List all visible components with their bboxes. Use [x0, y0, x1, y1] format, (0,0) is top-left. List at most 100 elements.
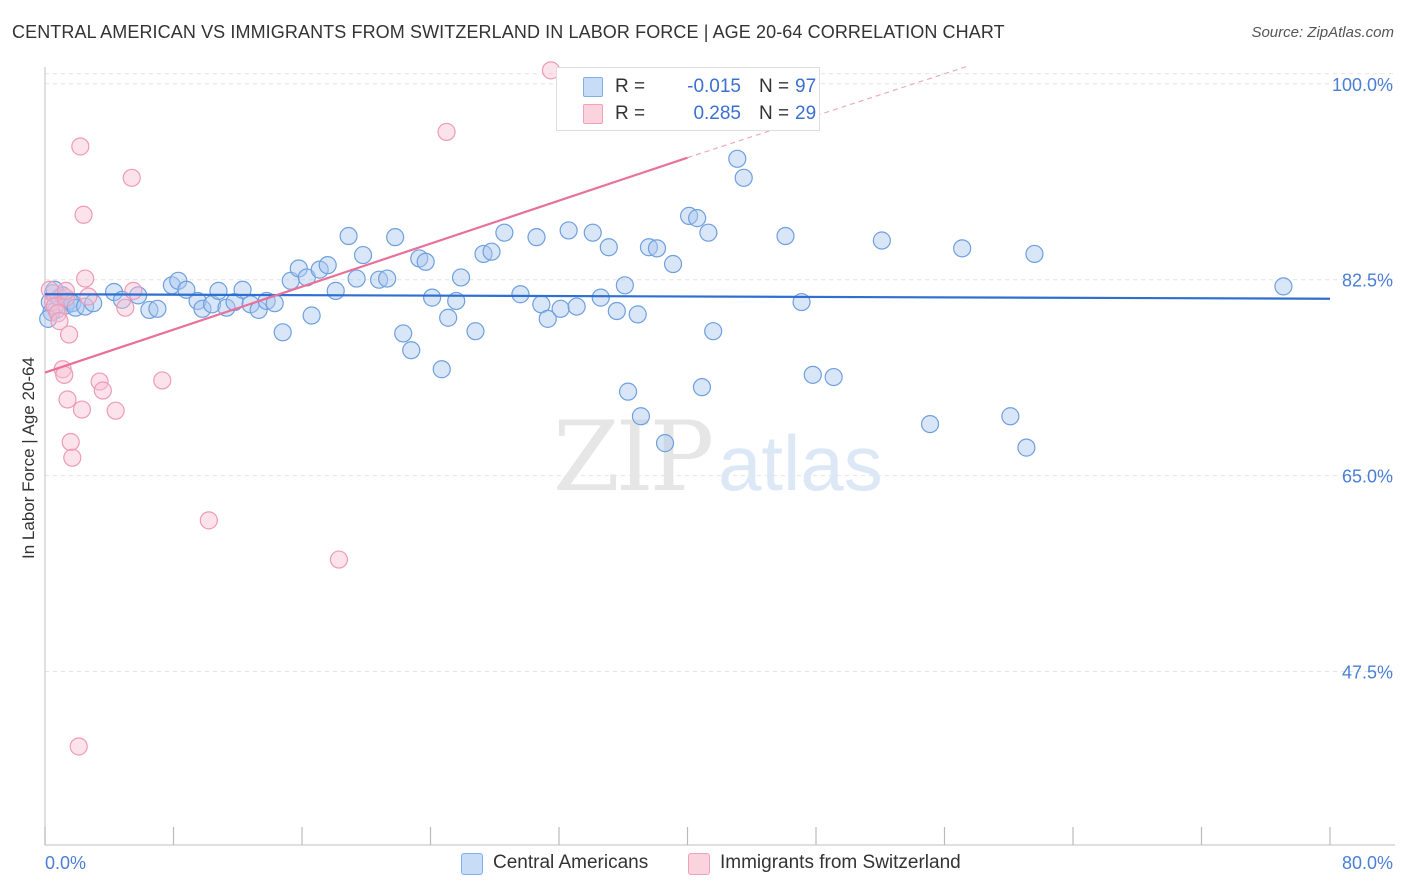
- point-central-americans: [148, 299, 167, 318]
- point-switzerland: [76, 269, 95, 288]
- point-central-americans: [824, 367, 843, 387]
- legend-swatch-central-americans: [583, 77, 603, 97]
- point-central-americans: [339, 226, 358, 246]
- legend-n-value: 97: [795, 76, 817, 97]
- point-central-americans: [655, 434, 675, 453]
- point-central-americans: [628, 305, 647, 324]
- y-tick-label: 47.5%: [1342, 662, 1393, 682]
- legend-r-value: 0.285: [693, 103, 741, 124]
- point-switzerland: [74, 205, 93, 224]
- series-label-switzerland: Immigrants from Switzerland: [720, 852, 961, 873]
- point-central-americans: [663, 254, 683, 274]
- point-central-americans: [495, 223, 514, 242]
- series-swatch-central-americans: [461, 853, 483, 875]
- point-central-americans: [599, 238, 618, 257]
- watermark-zip: ZIP: [553, 401, 712, 513]
- y-tick-label: 100.0%: [1332, 75, 1393, 95]
- legend-n-label: N =: [759, 103, 790, 124]
- point-switzerland: [50, 312, 69, 331]
- point-central-americans: [538, 309, 557, 328]
- point-central-americans: [209, 281, 228, 300]
- trend-lines: [44, 65, 1331, 374]
- trend-line-switzerland: [44, 156, 688, 374]
- point-central-americans: [378, 269, 397, 288]
- x-tick-label-min: 0.0%: [45, 853, 86, 873]
- point-central-americans: [583, 223, 602, 242]
- point-switzerland: [59, 325, 79, 344]
- legend-r-value: -0.015: [687, 76, 741, 97]
- trend-line-central-americans: [44, 293, 1331, 300]
- point-central-americans: [1017, 438, 1036, 457]
- legend-r-label: R =: [615, 76, 646, 97]
- point-central-americans: [423, 288, 442, 307]
- point-central-americans: [699, 223, 718, 242]
- point-central-americans: [386, 228, 405, 247]
- point-central-americans: [567, 297, 586, 316]
- point-switzerland: [69, 737, 88, 756]
- point-central-americans: [347, 269, 366, 288]
- point-central-americans: [551, 299, 570, 318]
- y-tick-label: 82.5%: [1342, 271, 1393, 291]
- point-central-americans: [302, 306, 321, 325]
- source-credit: Source: ZipAtlas.com: [1251, 24, 1394, 41]
- point-central-americans: [326, 281, 345, 300]
- point-switzerland: [106, 401, 125, 420]
- point-central-americans: [318, 256, 337, 275]
- point-switzerland: [58, 390, 77, 409]
- point-switzerland: [124, 281, 143, 300]
- point-switzerland: [56, 281, 75, 300]
- point-central-americans: [953, 239, 972, 258]
- legend-n-value: 29: [795, 103, 817, 124]
- point-switzerland: [329, 550, 349, 569]
- point-central-americans: [615, 276, 634, 295]
- point-central-americans: [872, 231, 891, 250]
- point-central-americans: [1001, 407, 1020, 426]
- chart-title: CENTRAL AMERICAN VS IMMIGRANTS FROM SWIT…: [12, 22, 1005, 42]
- point-central-americans: [1025, 244, 1044, 264]
- point-switzerland: [437, 122, 456, 142]
- point-central-americans: [482, 242, 501, 261]
- point-switzerland: [71, 137, 90, 156]
- point-switzerland: [93, 381, 112, 400]
- point-switzerland: [153, 371, 172, 390]
- legend-r-label: R =: [615, 103, 646, 124]
- point-central-americans: [402, 341, 421, 360]
- point-central-americans: [920, 414, 940, 434]
- series-swatch-switzerland: [688, 853, 710, 875]
- point-switzerland: [61, 432, 80, 452]
- axes: [44, 67, 1395, 846]
- point-switzerland: [116, 298, 135, 317]
- legend-swatch-switzerland: [583, 104, 603, 124]
- point-switzerland: [79, 287, 98, 306]
- point-switzerland: [122, 168, 141, 187]
- point-central-americans: [631, 407, 651, 426]
- point-central-americans: [776, 226, 795, 246]
- point-central-americans: [416, 252, 435, 271]
- point-central-americans: [647, 239, 667, 258]
- y-tick-label: 65.0%: [1342, 467, 1393, 487]
- point-central-americans: [803, 365, 822, 384]
- legend-n-label: N =: [759, 76, 790, 97]
- point-central-americans: [618, 382, 638, 401]
- point-central-americans: [193, 299, 212, 318]
- point-central-americans: [607, 301, 626, 321]
- point-central-americans: [591, 288, 610, 307]
- point-switzerland: [72, 400, 92, 419]
- point-central-americans: [511, 285, 530, 304]
- point-central-americans: [432, 360, 451, 379]
- watermark-atlas: atlas: [718, 419, 883, 507]
- tick-labels: 47.5% 65.0% 82.5% 100.0% 0.0% 80.0%: [45, 75, 1393, 873]
- series-label-central-americans: Central Americans: [493, 852, 649, 873]
- point-central-americans: [704, 322, 723, 341]
- point-central-americans: [692, 378, 712, 397]
- watermark: ZIP atlas: [553, 401, 883, 513]
- point-central-americans: [527, 228, 546, 247]
- point-central-americans: [466, 322, 485, 341]
- point-central-americans: [559, 221, 578, 240]
- point-central-americans: [451, 268, 471, 287]
- point-central-americans: [688, 209, 707, 228]
- point-switzerland: [199, 511, 218, 530]
- point-central-americans: [1274, 277, 1293, 296]
- point-switzerland: [63, 448, 82, 467]
